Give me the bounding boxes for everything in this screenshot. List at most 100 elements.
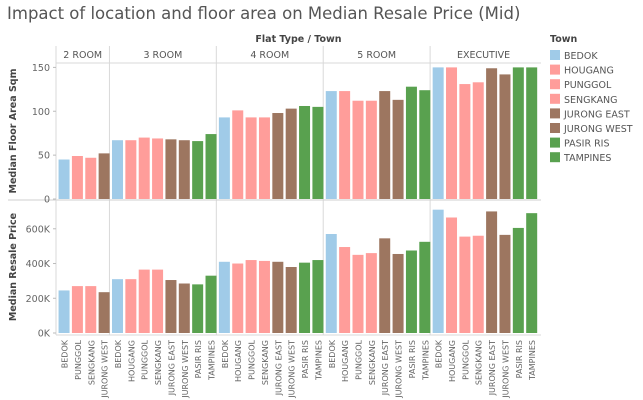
bar-price [405,250,417,333]
bar-price [245,260,257,333]
y-tick-label: 0K [38,329,51,340]
x-tick-label: HOUGANG [234,340,243,382]
bar-price [325,234,337,333]
bar-price [472,235,484,333]
x-tick-label: SENGKANG [475,340,484,385]
bar-floor-area [218,117,230,199]
bar-floor-area [85,157,97,199]
x-tick-label: TAMPINES [421,340,430,381]
x-tick-label: JURONG WEST [288,340,297,399]
x-tick-label: JURONG WEST [501,340,510,399]
x-tick-label: HOUGANG [448,340,457,382]
bar-floor-area [245,117,257,199]
legend-swatch [550,93,560,104]
legend-item-label: PUNGGOL [564,80,612,91]
group-header-label: 3 ROOM [143,50,182,61]
x-tick-label: JURONG WEST [395,340,404,399]
y-axis-label: Median Resale Price [8,213,19,321]
y-tick-label: 400K [26,259,51,270]
y-axis-label: Median Floor Area Sqm [8,68,19,193]
bar-floor-area [446,67,458,199]
group-header-label: 2 ROOM [63,50,102,61]
bar-price [152,269,164,333]
y-tick-label: 200K [26,294,51,305]
x-tick-label: TAMPINES [314,340,323,381]
bar-price [526,213,538,333]
bar-floor-area [152,138,164,199]
bar-price [272,261,284,333]
bar-floor-area [486,68,498,199]
bar-floor-area [472,82,484,199]
bar-floor-area [312,106,324,199]
legend-swatch [550,79,560,90]
x-tick-label: JURONG EAST [274,340,283,396]
bar-floor-area [365,100,377,199]
x-tick-label: PASIR RIS [301,340,310,378]
bar-floor-area [71,156,83,199]
x-tick-label: PUNGGOL [354,339,363,379]
group-header-label: 5 ROOM [357,50,396,61]
bar-floor-area [352,100,364,199]
bar-floor-area [432,67,444,199]
bar-floor-area [192,141,204,199]
x-tick-label: BEDOK [221,339,230,368]
legend-swatch [550,50,560,60]
bar-price [339,247,351,333]
y-tick-label: 0 [44,195,50,206]
bar-floor-area [258,117,270,199]
bar-price [232,263,244,333]
legend-swatch [550,123,560,133]
bar-price [98,292,110,333]
bar-price [192,284,204,333]
bar-price [499,234,511,333]
x-tick-label: HOUGANG [127,340,136,382]
bar-floor-area [405,86,417,199]
x-tick-label: JURONG EAST [488,340,497,396]
x-tick-label: BEDOK [114,339,123,368]
legend-item-label: TAMPINES [563,153,611,164]
x-tick-label: JURONG EAST [167,340,176,396]
x-tick-label: HOUGANG [341,340,350,382]
bar-price [299,262,311,333]
x-tick-label: SENGKANG [154,340,163,385]
bar-price [138,269,150,333]
bar-floor-area [339,91,351,199]
legend-title: Town [550,34,578,45]
x-tick-label: SENGKANG [87,340,96,385]
column-header: Flat Type / Town [255,34,341,45]
legend-item-label: SENGKANG [564,95,618,106]
bar-price [165,280,177,333]
legend-swatch [550,108,560,119]
bar-price [218,261,230,333]
bar-floor-area [165,139,177,199]
legend-item-label: JURONG EAST [563,109,630,120]
bar-price [459,236,471,333]
bar-price [486,211,498,333]
bar-floor-area [178,140,190,199]
page-title: Impact of location and floor area on Med… [7,4,521,23]
bar-floor-area [58,159,70,199]
bar-price [85,286,97,333]
bar-floor-area [526,67,538,199]
legend-item-label: BEDOK [564,51,598,62]
x-tick-label: TAMPINES [208,340,217,381]
legend-item-label: PASIR RIS [564,139,610,150]
x-tick-label: JURONG EAST [381,340,390,396]
bar-floor-area [272,113,284,199]
x-tick-label: SENGKANG [261,340,270,385]
bar-floor-area [232,110,244,199]
x-tick-label: PUNGGOL [461,339,470,379]
bar-price [392,253,404,333]
bar-floor-area [512,67,524,199]
legend-swatch [550,64,560,75]
x-tick-label: PASIR RIS [194,340,203,378]
bar-floor-area [205,134,217,199]
x-tick-label: PASIR RIS [515,340,524,378]
legend-item-label: JURONG WEST [563,124,633,135]
x-tick-label: TAMPINES [528,340,537,381]
bar-price [446,217,458,333]
x-tick-label: SENGKANG [368,340,377,385]
bar-price [512,227,524,333]
